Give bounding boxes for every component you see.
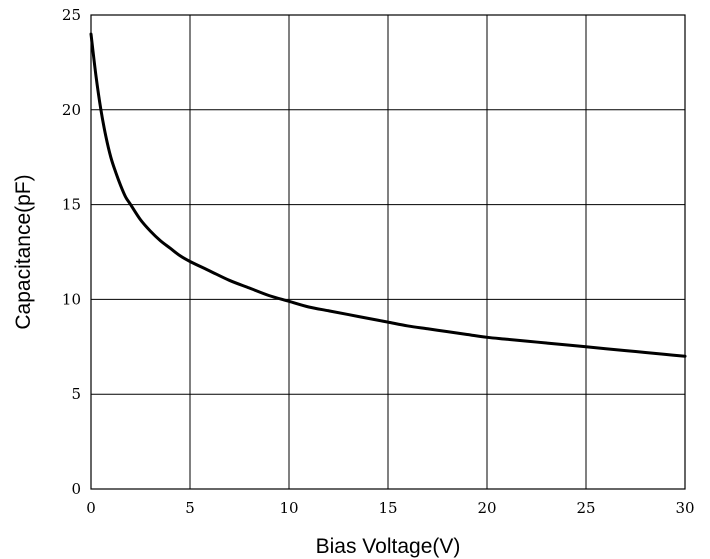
y-tick-label: 20: [62, 101, 81, 119]
x-tick-label: 10: [279, 499, 298, 517]
y-tick-label: 25: [62, 6, 81, 24]
series-line: [89, 32, 687, 358]
x-axis-label: Bias Voltage(V): [316, 535, 461, 558]
y-tick-label: 0: [71, 480, 81, 498]
x-tick-label: 0: [86, 499, 96, 517]
plot-frame: [90, 14, 686, 490]
x-tick-label: 5: [185, 499, 195, 517]
grid-lines: [90, 14, 686, 490]
x-tick-label: 20: [477, 499, 496, 517]
y-tick-label: 5: [71, 385, 81, 403]
y-tick-labels: 0 5 10 15 20 25: [62, 6, 81, 498]
x-tick-label: 30: [675, 499, 694, 517]
x-tick-label: 15: [378, 499, 397, 517]
x-tick-labels: 0 5 10 15 20 25 30: [86, 499, 694, 517]
y-axis-label: Capacitance(pF): [12, 174, 35, 329]
y-tick-label: 15: [62, 196, 81, 214]
x-tick-label: 25: [576, 499, 595, 517]
y-tick-label: 10: [62, 290, 81, 308]
